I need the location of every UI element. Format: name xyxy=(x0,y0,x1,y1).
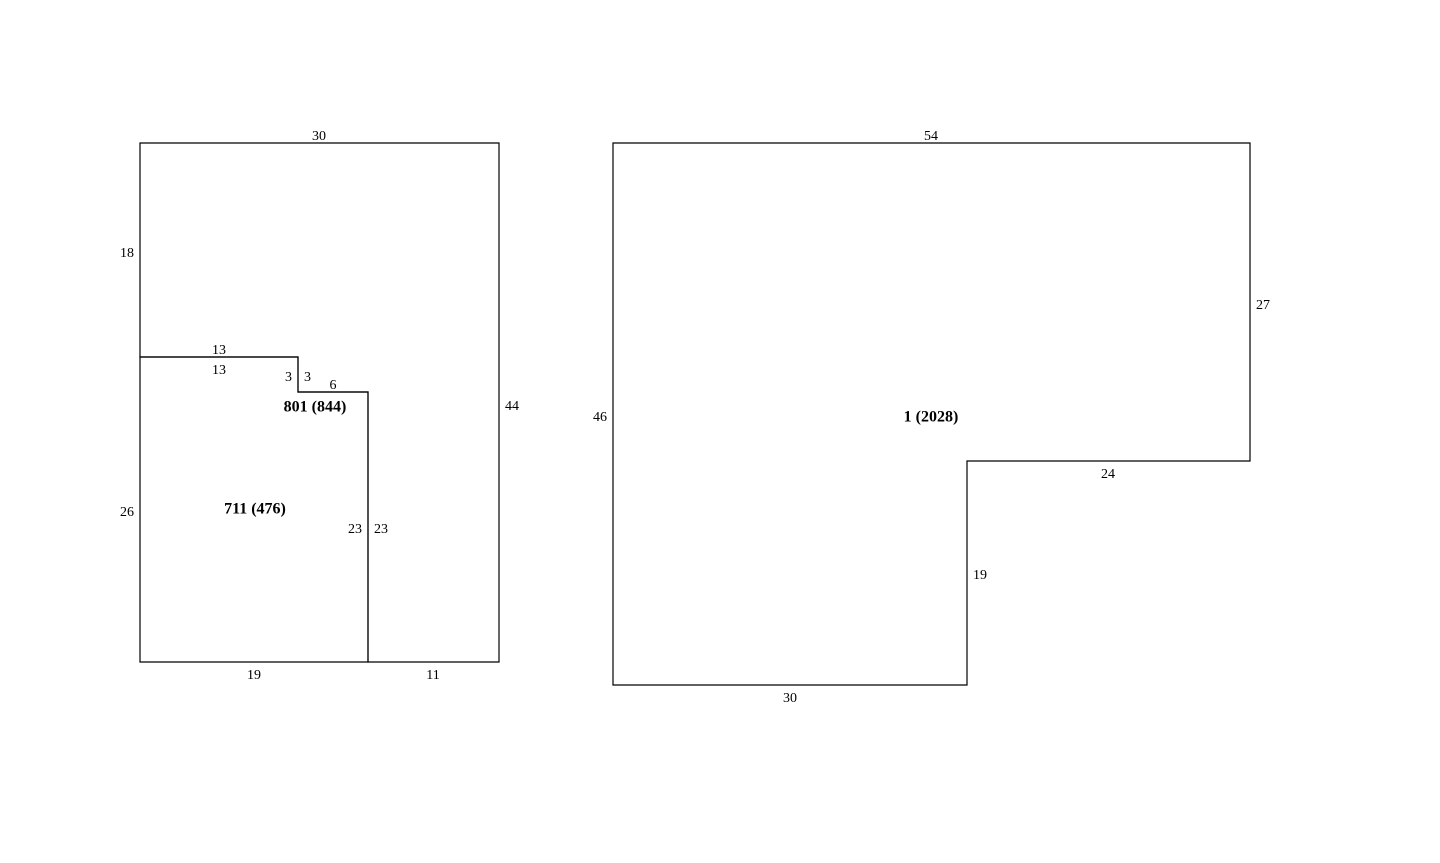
edge-label-right-5: 46 xyxy=(593,410,607,425)
edge-label-outer-left-5: 3 xyxy=(304,370,311,385)
edge-label-right-1: 27 xyxy=(1256,298,1270,313)
edge-label-right-0: 54 xyxy=(924,129,938,144)
edge-label-right-2: 24 xyxy=(1101,467,1115,482)
edge-label-outer-left-3: 23 xyxy=(374,522,388,537)
edge-label-inner-left-0: 13 xyxy=(212,363,226,378)
region-label-outer-left: 801 (844) xyxy=(284,399,347,416)
edge-label-outer-left-2: 11 xyxy=(426,668,439,683)
edge-label-outer-left-6: 13 xyxy=(212,343,226,358)
edge-label-inner-left-1: 3 xyxy=(285,370,292,385)
edge-label-right-3: 19 xyxy=(973,568,987,583)
edge-label-outer-left-0: 30 xyxy=(312,129,326,144)
edge-label-inner-left-3: 19 xyxy=(247,668,261,683)
edge-label-outer-left-7: 18 xyxy=(120,246,134,261)
edge-label-inner-left-2: 23 xyxy=(348,522,362,537)
edge-label-outer-left-1: 44 xyxy=(505,399,519,414)
edge-label-right-4: 30 xyxy=(783,691,797,706)
edge-label-inner-left-4: 26 xyxy=(120,505,134,520)
edge-label-outer-left-4: 6 xyxy=(330,378,337,393)
region-label-inner-left: 711 (476) xyxy=(224,501,286,518)
region-label-right: 1 (2028) xyxy=(904,409,959,426)
shape-outer-left: 30 44 11 23 6 3 13 18 801 (844) xyxy=(120,129,519,683)
diagram-canvas: 30 44 11 23 6 3 13 18 801 (844) 13 3 23 19 26 711 (476… xyxy=(0,0,1440,863)
shape-right: 54 27 24 19 30 46 1 (2028) xyxy=(593,129,1270,706)
